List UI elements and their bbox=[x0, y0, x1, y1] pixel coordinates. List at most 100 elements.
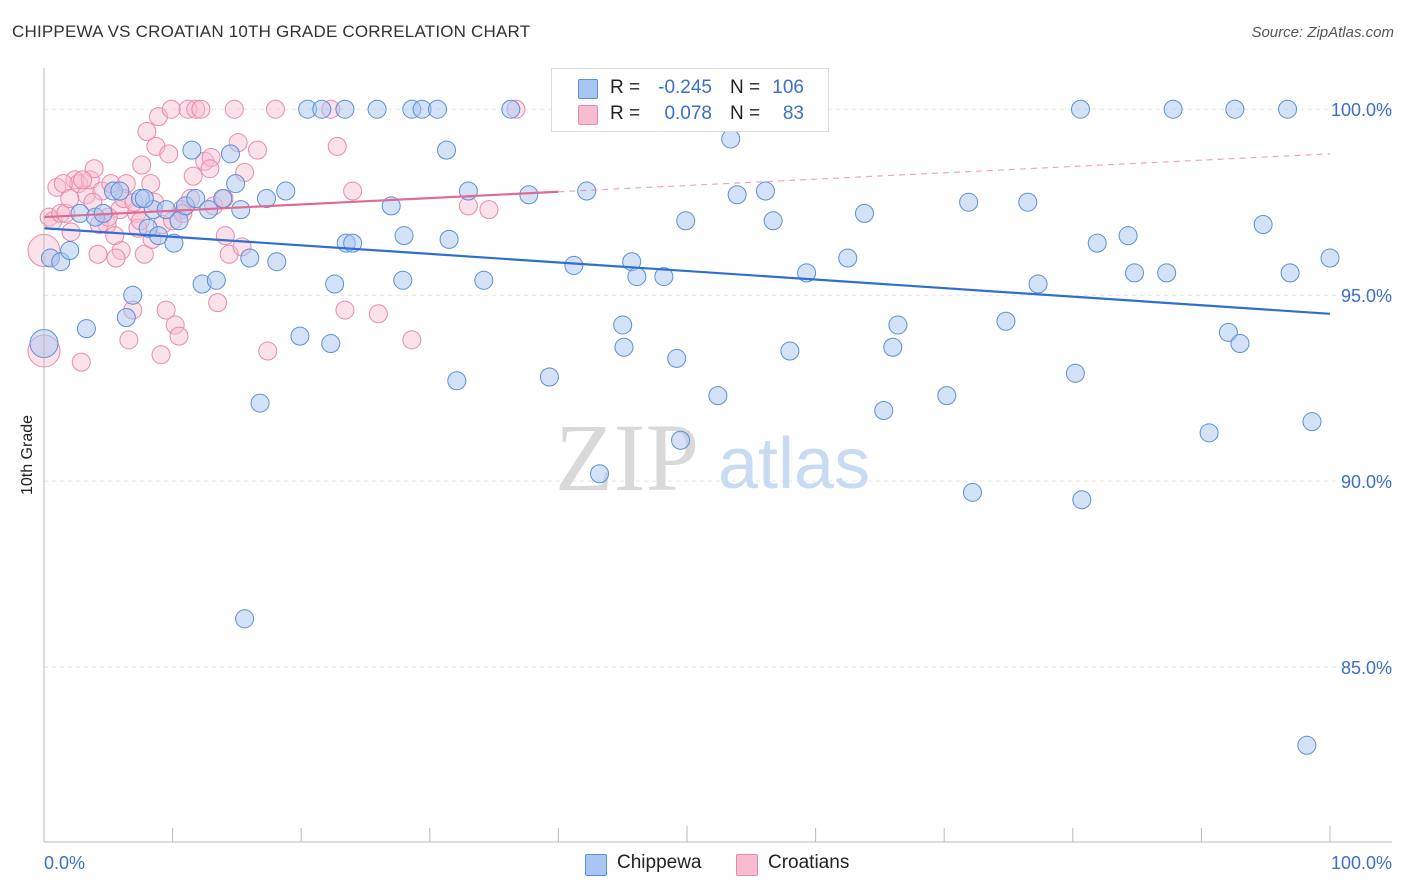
chippewa-point bbox=[235, 609, 255, 629]
croatians-point bbox=[80, 170, 100, 190]
chippewa-point bbox=[60, 241, 80, 261]
chippewa-point bbox=[667, 348, 687, 368]
legend-r-value: -0.245 bbox=[658, 77, 712, 98]
chippewa-legend-swatch bbox=[585, 854, 607, 876]
croatians-point bbox=[265, 99, 285, 119]
chippewa-point bbox=[164, 233, 184, 253]
chippewa-point bbox=[1199, 423, 1219, 443]
chippewa-point bbox=[519, 185, 539, 205]
chippewa-point bbox=[937, 386, 957, 406]
croatians-point bbox=[88, 244, 108, 264]
chippewa-point bbox=[1218, 322, 1238, 342]
chippewa-point bbox=[797, 263, 817, 283]
chippewa-point bbox=[614, 337, 634, 357]
chippewa-point bbox=[321, 334, 341, 354]
croatians-point bbox=[200, 159, 220, 179]
chippewa-point bbox=[116, 308, 136, 328]
chippewa-point bbox=[780, 341, 800, 361]
chippewa-point bbox=[1278, 99, 1298, 119]
chippewa-point bbox=[1297, 735, 1317, 755]
legend-r-value: 0.078 bbox=[664, 103, 712, 124]
croatians-point bbox=[132, 155, 152, 175]
legend-n-label: N = bbox=[730, 77, 761, 98]
chippewa-point bbox=[671, 430, 691, 450]
chippewa-point bbox=[213, 188, 233, 208]
chippewa-point bbox=[276, 181, 296, 201]
chippewa-point bbox=[1072, 490, 1092, 510]
chippewa-point bbox=[721, 129, 741, 149]
legend-n-label: N = bbox=[730, 103, 761, 124]
chippewa-point bbox=[1087, 233, 1107, 253]
source-label: Source: ZipAtlas.com bbox=[1251, 24, 1394, 41]
chippewa-point bbox=[763, 211, 783, 231]
chippewa-point bbox=[1118, 226, 1138, 246]
chippewa-point bbox=[959, 192, 979, 212]
legend-r-label: R = bbox=[610, 77, 641, 98]
chippewa-point bbox=[874, 401, 894, 421]
tick-labels: 85.0% 90.0% 95.0% 100.0% 0.0% 100.0% bbox=[44, 100, 1392, 873]
croatians-point bbox=[402, 330, 422, 350]
chippewa-point bbox=[1280, 263, 1300, 283]
chippewa-point bbox=[962, 482, 982, 502]
chippewa-point bbox=[110, 181, 130, 201]
chippewa-point bbox=[123, 285, 143, 305]
chippewa-point bbox=[883, 337, 903, 357]
chippewa-point bbox=[676, 211, 696, 231]
chippewa-swatch bbox=[578, 79, 598, 99]
chippewa-point bbox=[256, 188, 276, 208]
trend-lines bbox=[43, 153, 1331, 315]
chart-title: CHIPPEWA VS CROATIAN 10TH GRADE CORRELAT… bbox=[12, 22, 531, 41]
chippewa-point bbox=[381, 196, 401, 216]
chippewa-point bbox=[367, 99, 387, 119]
chippewa-point bbox=[474, 270, 494, 290]
chippewa-point bbox=[854, 203, 874, 223]
croatians-point bbox=[186, 99, 206, 119]
chippewa-trend-line bbox=[43, 227, 1331, 315]
croatians-point bbox=[224, 99, 244, 119]
croatians-point bbox=[65, 170, 85, 190]
x-tick-label: 100.0% bbox=[1331, 853, 1392, 873]
croatians-point bbox=[119, 330, 139, 350]
chippewa-point bbox=[1028, 274, 1048, 294]
chippewa-legend-label: Chippewa bbox=[617, 852, 702, 873]
croatians-swatch bbox=[578, 105, 598, 125]
chippewa-point bbox=[838, 248, 858, 268]
croatians-point bbox=[156, 300, 176, 320]
croatians-point bbox=[69, 174, 89, 194]
croatians-point bbox=[479, 200, 499, 220]
chippewa-point bbox=[447, 371, 467, 391]
chippewa-point bbox=[1125, 263, 1145, 283]
chippewa-point bbox=[393, 270, 413, 290]
croatians-point bbox=[134, 244, 154, 264]
croatians-point bbox=[191, 99, 211, 119]
chippewa-point bbox=[1163, 99, 1183, 119]
y-tick-label: 90.0% bbox=[1341, 472, 1392, 492]
chippewa-point bbox=[231, 200, 251, 220]
croatians-point bbox=[208, 293, 228, 313]
croatians-point bbox=[165, 315, 185, 335]
y-tick-label: 85.0% bbox=[1341, 658, 1392, 678]
chippewa-point bbox=[1065, 363, 1085, 383]
x-tick-label: 0.0% bbox=[44, 853, 85, 873]
croatians-point bbox=[183, 166, 203, 186]
croatians-point bbox=[335, 300, 355, 320]
croatians-point bbox=[51, 203, 71, 223]
chippewa-point bbox=[206, 270, 226, 290]
legend-n-value: 83 bbox=[782, 103, 804, 124]
chippewa-point bbox=[437, 140, 457, 160]
croatians-point bbox=[368, 304, 388, 324]
chippewa-point bbox=[186, 188, 206, 208]
chippewa-point bbox=[1320, 248, 1340, 268]
legend-row-croatians: R = 0.078 N = 83 bbox=[552, 101, 828, 127]
chippewa-point bbox=[1157, 263, 1177, 283]
chippewa-point bbox=[1230, 334, 1250, 354]
croatians-point bbox=[151, 345, 171, 365]
axes bbox=[43, 68, 1392, 843]
legend-r-label: R = bbox=[610, 103, 641, 124]
chippewa-point bbox=[654, 267, 674, 287]
chippewa-point bbox=[182, 140, 202, 160]
croatians-legend-swatch bbox=[736, 854, 758, 876]
chippewa-point bbox=[627, 267, 647, 287]
chippewa-point bbox=[325, 274, 345, 294]
